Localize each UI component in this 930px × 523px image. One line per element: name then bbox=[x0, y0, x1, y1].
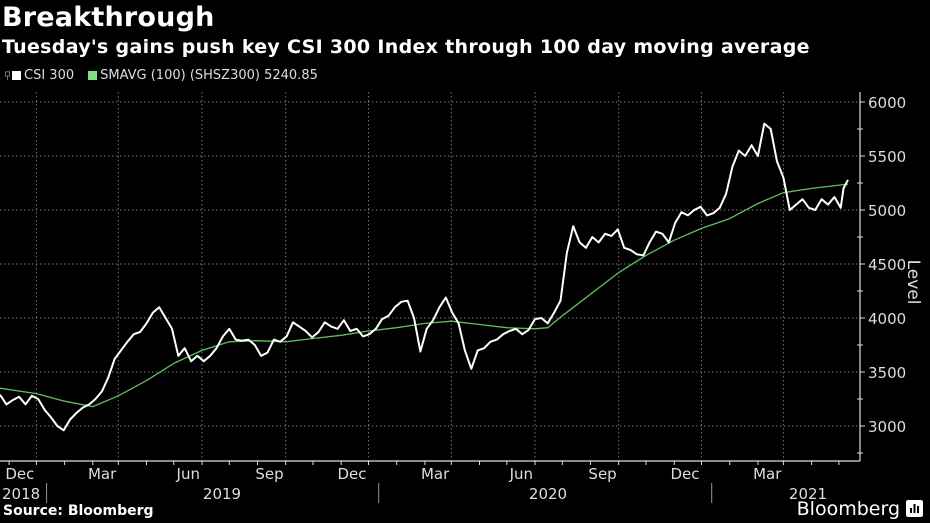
x-tick-label: Jun bbox=[509, 465, 533, 483]
y-tick-label: 3500 bbox=[868, 364, 906, 382]
y-axis-label: Level bbox=[903, 260, 923, 305]
series bbox=[0, 122, 849, 432]
x-tick-label: Dec bbox=[5, 465, 34, 483]
x-tick-label: Dec bbox=[337, 465, 366, 483]
y-tick-label: 4000 bbox=[868, 310, 906, 328]
chart-subtitle: Tuesday's gains push key CSI 300 Index t… bbox=[2, 36, 810, 58]
x-year-label: 2020 bbox=[529, 485, 567, 503]
x-year-label: 2018 bbox=[2, 485, 40, 503]
legend-item-csi300: CSI 300 bbox=[12, 68, 74, 83]
x-tick-label: Mar bbox=[88, 465, 117, 483]
y-tick-label: 3000 bbox=[868, 418, 906, 436]
x-tick-label: Jun bbox=[176, 465, 200, 483]
x-tick-label: Sep bbox=[255, 465, 283, 483]
y-tick-label: 6000 bbox=[868, 94, 906, 112]
x-year-label: 2019 bbox=[203, 485, 241, 503]
axes: 3000 3500 4000 4500 5000 5500 6000 Dec Mar Jun Sep… bbox=[0, 92, 906, 503]
source-note: Source: Bloomberg bbox=[3, 503, 154, 519]
bloomberg-chart-icon bbox=[906, 500, 923, 517]
series-line-smavg bbox=[0, 183, 849, 408]
legend-pin-icon bbox=[5, 70, 10, 80]
y-tick-label: 5500 bbox=[868, 148, 906, 166]
legend-label-csi300: CSI 300 bbox=[24, 68, 75, 83]
bloomberg-logo: Bloomberg bbox=[796, 498, 900, 520]
legend-swatch-csi300 bbox=[12, 71, 21, 80]
y-tick-label: 4500 bbox=[868, 256, 906, 274]
y-tick-label: 5000 bbox=[868, 202, 906, 220]
x-tick-label: Dec bbox=[670, 465, 699, 483]
legend-item-smavg: SMAVG (100) (SHSZ300) 5240.85 bbox=[88, 68, 318, 83]
chart-title: Breakthrough bbox=[2, 2, 215, 33]
grid bbox=[0, 92, 860, 461]
x-year-label: 2021 bbox=[789, 485, 827, 503]
x-tick-label: Mar bbox=[753, 465, 782, 483]
legend: CSI 300 SMAVG (100) (SHSZ300) 5240.85 bbox=[5, 68, 332, 83]
x-tick-label: Mar bbox=[421, 465, 450, 483]
legend-swatch-smavg bbox=[88, 71, 98, 80]
legend-label-smavg: SMAVG (100) (SHSZ300) 5240.85 bbox=[100, 68, 318, 83]
series-line-csi300 bbox=[0, 122, 849, 432]
x-tick-label: Sep bbox=[588, 465, 616, 483]
